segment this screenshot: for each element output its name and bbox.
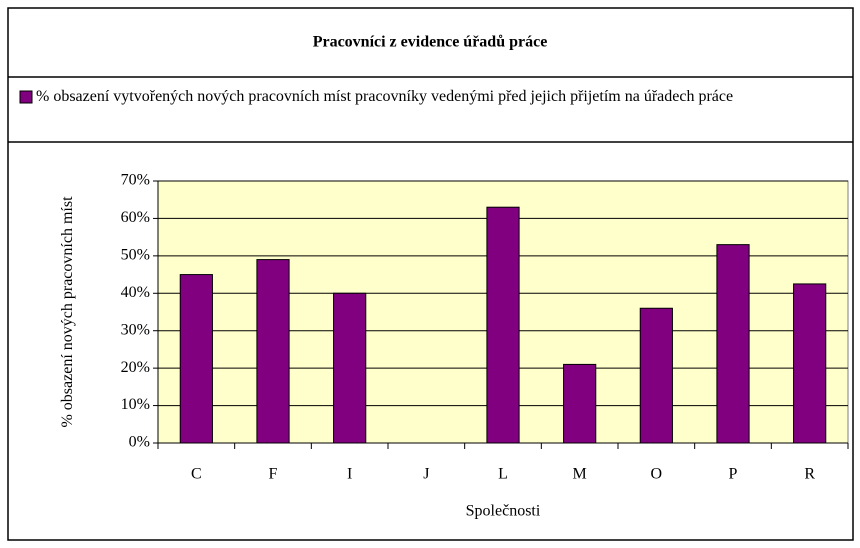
y-tick-label: 40% <box>121 284 150 301</box>
y-tick-label: 60% <box>121 209 150 226</box>
bar <box>716 244 750 444</box>
x-tick-label: J <box>423 466 429 483</box>
y-tick-label: 20% <box>121 359 150 376</box>
outer-border <box>7 7 854 541</box>
legend-label: % obsazení vytvořených nových pracovních… <box>36 88 734 105</box>
bar <box>179 274 213 444</box>
y-axis-label: % obsazení nových pracovních míst <box>59 196 76 428</box>
legend-swatch <box>19 90 33 104</box>
x-tick-label: O <box>651 466 663 483</box>
bar <box>486 206 520 444</box>
y-tick-label: 10% <box>121 396 150 413</box>
x-tick-label: M <box>573 466 587 483</box>
chart-title: Pracovníci z evidence úřadů práce <box>313 34 548 51</box>
x-tick-label: F <box>269 466 278 483</box>
bar <box>793 283 827 444</box>
y-tick-label: 0% <box>129 434 150 451</box>
x-tick-label: P <box>729 466 738 483</box>
y-tick-label: 30% <box>121 321 150 338</box>
x-axis-label: Společnosti <box>466 503 541 520</box>
y-tick-label: 70% <box>121 172 150 189</box>
bar <box>563 363 597 444</box>
x-tick-label: R <box>804 466 815 483</box>
x-tick-label: I <box>347 466 352 483</box>
bar <box>333 292 367 444</box>
y-tick-label: 50% <box>121 247 150 264</box>
x-tick-label: L <box>498 466 508 483</box>
bar <box>256 259 290 444</box>
x-tick-label: C <box>191 466 202 483</box>
bar <box>639 307 673 444</box>
